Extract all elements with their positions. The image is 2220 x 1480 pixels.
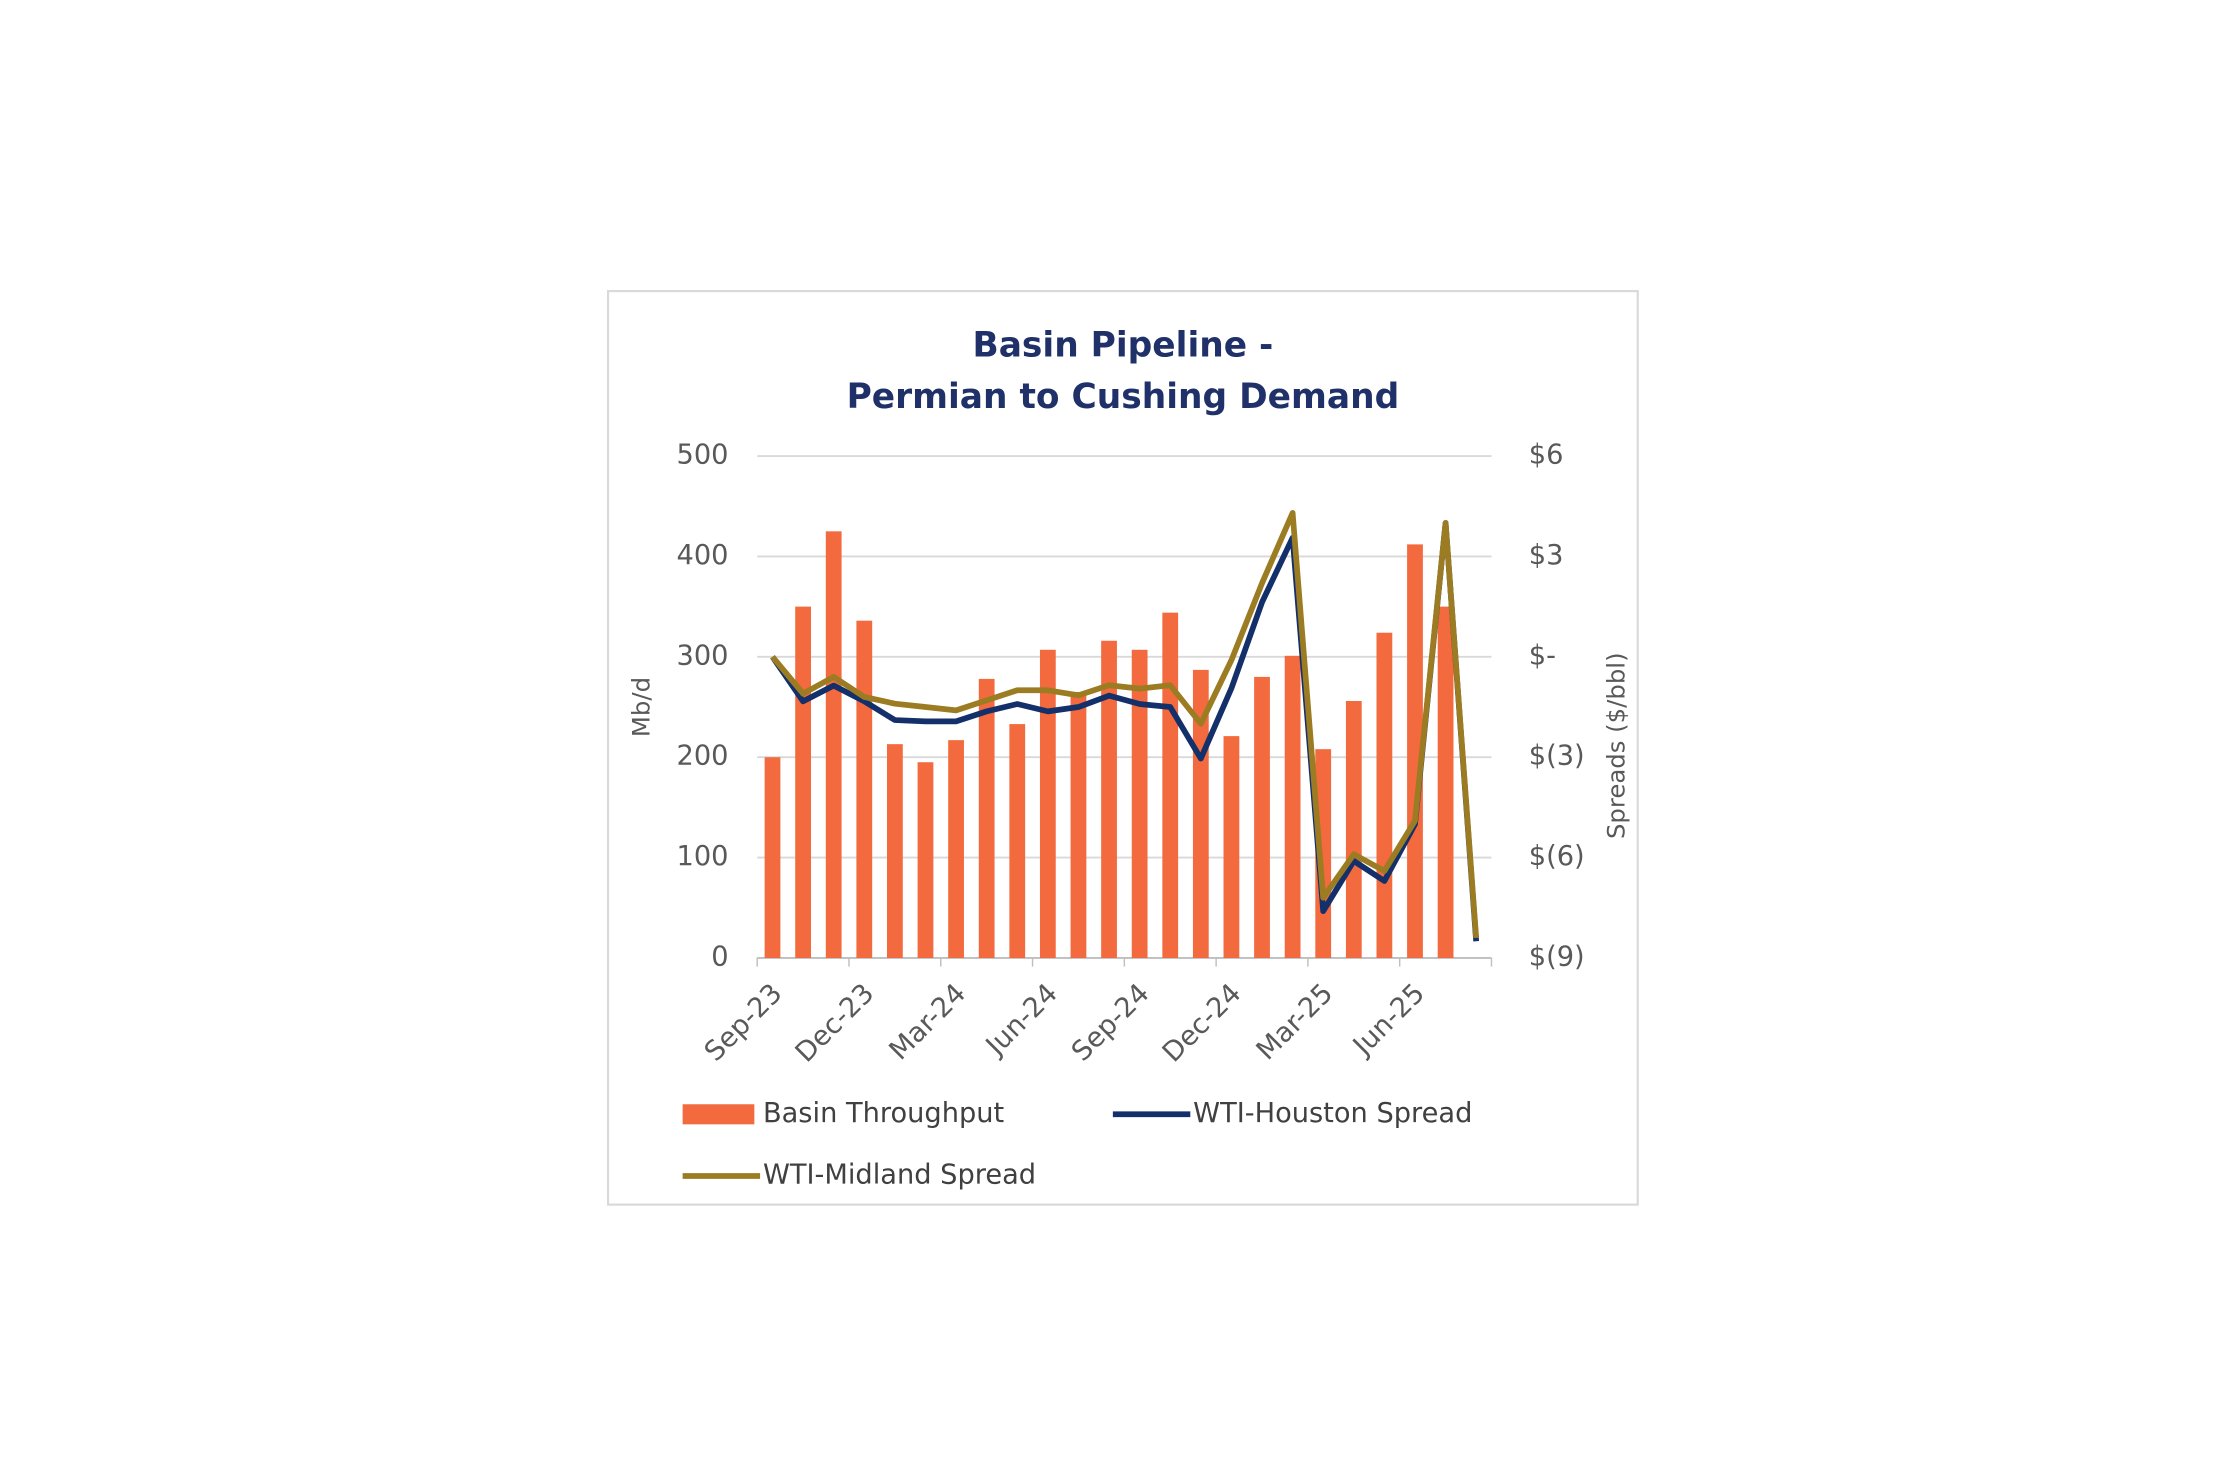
bar [856,620,873,958]
y2-tick-label: $(3) [1529,741,1585,772]
legend-label: WTI-Houston Spread [1193,1098,1472,1129]
legend-swatch [682,1104,755,1125]
bar [978,678,995,958]
y-tick-label: 0 [711,941,728,972]
y2-tick-label: $(6) [1529,841,1585,872]
line [770,520,1480,942]
bar [948,740,964,958]
y-tick-label: 100 [677,841,729,872]
chart-frame [606,290,1639,1206]
y-axis-label: Mb/d [626,677,655,737]
chart-title: Basin Pipeline - [972,326,1273,366]
bar [1070,691,1087,958]
y-tick-label: 400 [677,540,729,571]
bar [1162,612,1179,958]
y2-axis-label: Spreads ($/bbl) [1602,652,1631,839]
bar [1101,640,1117,958]
y-tick-label: 200 [677,741,729,772]
bar [917,762,934,958]
bar [1192,669,1209,958]
line [770,510,1480,939]
legend-label: WTI-Midland Spread [763,1159,1036,1190]
bar [1009,724,1026,958]
bar [1131,649,1148,958]
y2-tick-label: $- [1529,640,1556,671]
bar [1345,700,1362,958]
bar [1437,606,1454,958]
y2-tick-label: $(9) [1529,941,1585,972]
y-tick-label: 300 [677,640,729,671]
bar [795,606,811,958]
y2-tick-label: $6 [1529,440,1564,471]
bar [1284,655,1301,958]
bar [1376,632,1393,958]
chart-title: Permian to Cushing Demand [847,377,1400,417]
y2-tick-label: $3 [1529,540,1564,571]
bar [1223,736,1240,958]
bar [764,757,781,958]
bar [1407,544,1423,958]
legend-label: Basin Throughput [763,1098,1005,1129]
bar [825,531,842,958]
bar [1039,649,1056,958]
bar [886,744,903,958]
y-tick-label: 500 [677,440,729,471]
bar [1254,676,1270,958]
